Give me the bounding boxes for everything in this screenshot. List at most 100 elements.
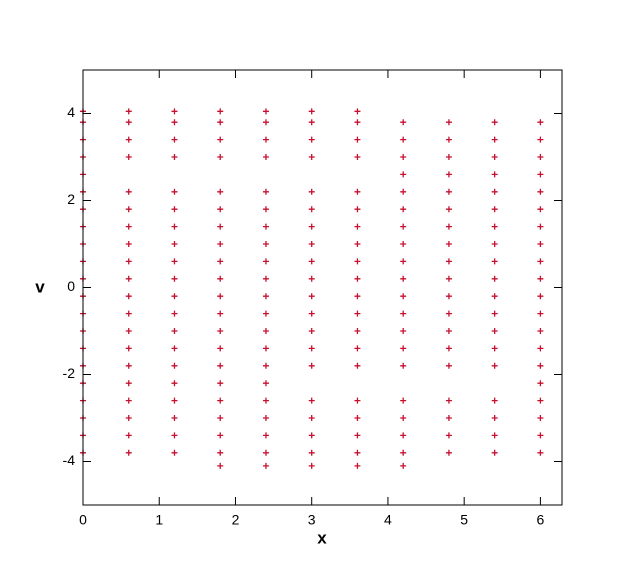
point [445,432,452,439]
point [537,380,544,387]
point [445,206,452,213]
point [262,293,269,300]
point [171,206,178,213]
point [537,119,544,126]
point [308,397,315,404]
point [445,275,452,282]
y-axis-label: v [35,277,45,296]
point [308,293,315,300]
point [217,241,224,247]
point [491,345,498,352]
point [400,397,407,404]
point [491,154,498,160]
point [537,275,544,282]
point [262,119,269,126]
point [491,171,498,178]
point [400,171,407,178]
point [354,293,361,300]
point [171,258,178,265]
point [445,223,452,230]
point [171,380,178,387]
point [262,310,269,317]
point [125,275,132,282]
point [308,206,315,213]
point [400,136,407,143]
point [400,258,407,265]
point [308,415,315,421]
point [537,415,544,421]
point [491,432,498,439]
point [262,258,269,265]
point [354,241,361,247]
point [262,432,269,439]
point [217,432,224,439]
point [308,462,315,469]
point [262,223,269,230]
point [125,449,132,456]
point [537,432,544,439]
point [400,293,407,300]
point [354,362,361,369]
point [308,223,315,230]
point [445,188,452,195]
point [445,136,452,143]
point [445,345,452,352]
point [125,415,132,421]
point [262,362,269,369]
point [217,345,224,352]
point [217,310,224,317]
point [262,108,269,115]
point [445,415,452,421]
point [217,223,224,230]
point [537,397,544,404]
point [217,415,224,421]
point [125,345,132,352]
point [171,362,178,369]
point [171,310,178,317]
point [445,119,452,126]
point [491,449,498,456]
point [217,397,224,404]
point [262,415,269,421]
point [400,241,407,247]
point [445,449,452,456]
point [262,188,269,195]
point [537,223,544,230]
point [217,136,224,143]
point [308,275,315,282]
point [445,362,452,369]
y-tick-label: 0 [67,278,75,294]
point [217,119,224,126]
point [217,449,224,456]
point [445,293,452,300]
point [262,206,269,213]
point [262,275,269,282]
y-tick-label: 4 [67,104,75,120]
point [171,397,178,404]
point [125,136,132,143]
point [262,449,269,456]
point [262,397,269,404]
point [537,241,544,247]
point [445,328,452,334]
point [491,119,498,126]
point [308,108,315,115]
point [491,258,498,265]
point [125,397,132,404]
point [491,241,498,247]
point [171,345,178,352]
point [445,154,452,160]
point [217,154,224,160]
point [537,154,544,160]
point [171,188,178,195]
point [171,136,178,143]
point [308,345,315,352]
point [537,293,544,300]
point [171,293,178,300]
point [217,188,224,195]
point [125,206,132,213]
point [125,108,132,115]
point [491,293,498,300]
point [308,310,315,317]
point [400,310,407,317]
